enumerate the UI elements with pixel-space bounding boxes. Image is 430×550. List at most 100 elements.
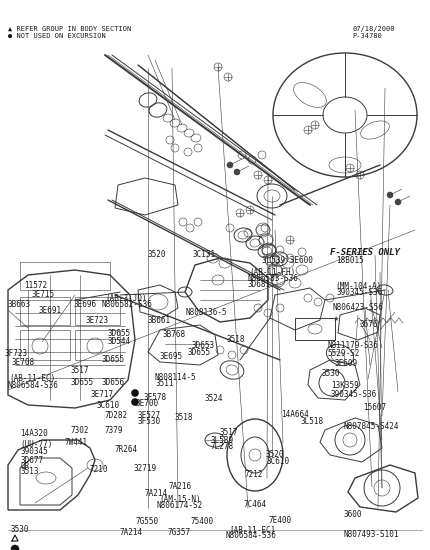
Text: (AB-11-FH): (AB-11-FH) (249, 268, 295, 277)
Text: 15607: 15607 (363, 403, 386, 411)
Text: 3E723: 3E723 (86, 316, 109, 325)
Text: (AB-11-EC): (AB-11-EC) (9, 375, 56, 383)
Text: 3518: 3518 (174, 414, 193, 422)
Text: 7210: 7210 (90, 465, 108, 474)
Text: 3676: 3676 (359, 320, 378, 329)
Text: 7302: 7302 (71, 426, 89, 434)
Text: 3E691: 3E691 (39, 306, 62, 315)
Text: N806584-S36: N806584-S36 (226, 531, 276, 540)
Text: 7L278: 7L278 (211, 442, 234, 451)
Text: 3511: 3511 (156, 379, 174, 388)
Text: 3D544: 3D544 (108, 337, 131, 345)
Text: N811179-S36: N811179-S36 (328, 342, 378, 350)
Text: 3E700: 3E700 (136, 399, 159, 408)
Text: 3C610: 3C610 (96, 402, 120, 410)
Text: 3D681: 3D681 (247, 280, 270, 289)
Circle shape (132, 389, 138, 397)
Text: F-SERIES ONLY: F-SERIES ONLY (330, 248, 400, 257)
Text: 3D655: 3D655 (187, 348, 210, 357)
Text: 7R264: 7R264 (115, 445, 138, 454)
Text: 3D677: 3D677 (20, 456, 43, 465)
Text: 3F723: 3F723 (4, 349, 28, 358)
Text: 3513: 3513 (20, 468, 39, 476)
Text: 390345: 390345 (20, 447, 48, 455)
Text: 7212: 7212 (244, 470, 263, 479)
Text: (UU-77): (UU-77) (20, 441, 52, 449)
Text: 32719: 32719 (133, 464, 157, 473)
Text: 3520: 3520 (266, 450, 284, 459)
Text: 3E695: 3E695 (160, 352, 183, 361)
Text: (MM-104-A): (MM-104-A) (335, 282, 381, 291)
Text: 3L539: 3L539 (211, 436, 234, 445)
Text: 3D653: 3D653 (192, 341, 215, 350)
Text: 3L539 3E600: 3L539 3E600 (262, 256, 313, 265)
Text: 13K359: 13K359 (331, 381, 359, 389)
Text: P-34780: P-34780 (353, 33, 382, 39)
Text: N808136-5: N808136-5 (186, 308, 227, 317)
Text: 3L518: 3L518 (300, 417, 323, 426)
Text: 5529-S2: 5529-S2 (328, 349, 360, 358)
Text: 75400: 75400 (191, 517, 214, 526)
Text: 3C610: 3C610 (267, 457, 290, 466)
Circle shape (11, 545, 19, 550)
Text: 3D656: 3D656 (102, 378, 125, 387)
Text: 7A214: 7A214 (120, 529, 143, 537)
Bar (295, 318, 335, 340)
Text: 3518: 3518 (227, 336, 245, 344)
Text: 3517: 3517 (70, 366, 89, 375)
Text: 3520: 3520 (147, 250, 166, 258)
Text: 7D282: 7D282 (105, 411, 128, 420)
Text: 3E717: 3E717 (91, 390, 114, 399)
Text: 7A216: 7A216 (168, 482, 191, 491)
Text: 7G357: 7G357 (168, 529, 191, 537)
Text: 3D655: 3D655 (108, 329, 131, 338)
Text: 7G550: 7G550 (136, 517, 159, 526)
Text: 7A214: 7A214 (145, 489, 168, 498)
Text: N806584-S36: N806584-S36 (8, 381, 58, 389)
Text: 390345-S36: 390345-S36 (330, 390, 377, 399)
Text: [AB-11-EC]: [AB-11-EC] (229, 525, 276, 534)
Text: 7E400: 7E400 (269, 516, 292, 525)
Text: 11572: 11572 (25, 282, 48, 290)
Text: 14A320: 14A320 (20, 430, 48, 438)
Text: 3600: 3600 (344, 510, 362, 519)
Text: N806582-S36: N806582-S36 (102, 300, 153, 309)
Text: 3C131: 3C131 (192, 250, 215, 258)
Text: 7379: 7379 (105, 426, 123, 434)
Text: 390345-S36: 390345-S36 (336, 288, 383, 297)
Text: (AB-3-JD): (AB-3-JD) (105, 294, 147, 302)
Text: N807493-S101: N807493-S101 (344, 530, 399, 539)
Text: 14A664: 14A664 (281, 410, 309, 419)
Text: OR: OR (20, 462, 30, 471)
Bar (20, 297, 70, 325)
Text: 3D655: 3D655 (102, 355, 125, 364)
Circle shape (234, 169, 240, 175)
Text: 3E696: 3E696 (74, 300, 97, 309)
Text: 3F609: 3F609 (335, 359, 358, 367)
Text: N806583-S36: N806583-S36 (247, 274, 298, 283)
Bar (75, 297, 120, 325)
Text: ● NOT USED ON EXCURSION: ● NOT USED ON EXCURSION (8, 33, 105, 39)
Text: 7C464: 7C464 (244, 500, 267, 509)
Text: N807845-S424: N807845-S424 (344, 422, 399, 431)
Text: 3530: 3530 (11, 525, 29, 533)
Text: 3F530: 3F530 (137, 417, 160, 426)
Text: 3524: 3524 (205, 394, 223, 403)
Circle shape (227, 162, 233, 168)
Text: (AM-15-N): (AM-15-N) (159, 496, 201, 504)
Text: 07/18/2000: 07/18/2000 (353, 26, 395, 32)
Text: ▲ REFER GROUP IN BODY SECTION: ▲ REFER GROUP IN BODY SECTION (8, 26, 131, 32)
Text: N806423-S56: N806423-S56 (333, 303, 384, 312)
Text: 18B015: 18B015 (336, 256, 364, 265)
Bar (75, 330, 120, 360)
Text: 3F578: 3F578 (144, 393, 167, 402)
Circle shape (132, 399, 138, 405)
Circle shape (387, 192, 393, 198)
Text: ★: ★ (333, 316, 339, 322)
Text: 3F527: 3F527 (137, 411, 160, 420)
Text: 3B661: 3B661 (147, 316, 171, 325)
Bar (20, 330, 70, 360)
Text: 3B768: 3B768 (163, 330, 186, 339)
Text: 3E715: 3E715 (31, 290, 55, 299)
Text: 3B663: 3B663 (7, 300, 31, 309)
